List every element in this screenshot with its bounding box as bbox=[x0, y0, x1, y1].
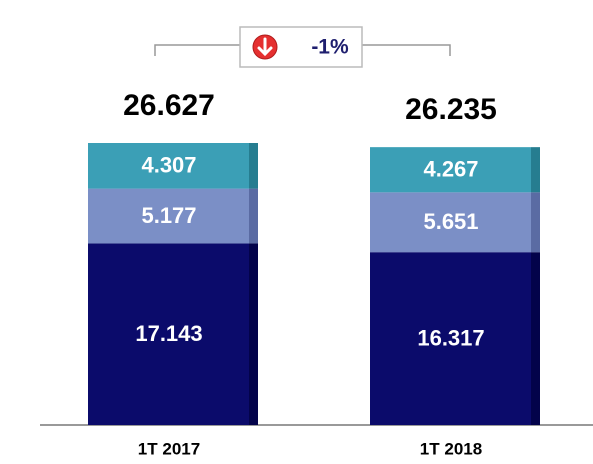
x-tick-label: 1T 2017 bbox=[138, 439, 200, 458]
total-label: 26.627 bbox=[123, 89, 215, 122]
value-label: 5.651 bbox=[423, 209, 478, 234]
value-label: 4.307 bbox=[141, 153, 196, 178]
bar-edge bbox=[249, 243, 258, 425]
bar-edge bbox=[249, 188, 258, 244]
bracket-line bbox=[154, 44, 451, 56]
down-arrow bbox=[257, 37, 273, 57]
value-label: 4.267 bbox=[423, 157, 478, 182]
bar-segment bbox=[370, 192, 531, 253]
value-label: 17.143 bbox=[135, 321, 202, 346]
bar-segment bbox=[370, 147, 531, 193]
bar-segment bbox=[88, 243, 249, 425]
change-bracket: -1% bbox=[154, 26, 451, 68]
bar-edge bbox=[531, 252, 540, 425]
value-label: 16.317 bbox=[417, 325, 484, 350]
bar-edge bbox=[531, 192, 540, 253]
value-label: 5.177 bbox=[141, 203, 196, 228]
bar-segment bbox=[88, 188, 249, 244]
bar-edge bbox=[249, 143, 258, 189]
x-tick-label: 1T 2018 bbox=[420, 439, 482, 458]
bar-segment bbox=[370, 252, 531, 425]
total-label: 26.235 bbox=[405, 93, 497, 126]
bar-segment bbox=[88, 143, 249, 189]
annotation: -1% bbox=[311, 36, 349, 59]
bar-edge bbox=[531, 147, 540, 193]
